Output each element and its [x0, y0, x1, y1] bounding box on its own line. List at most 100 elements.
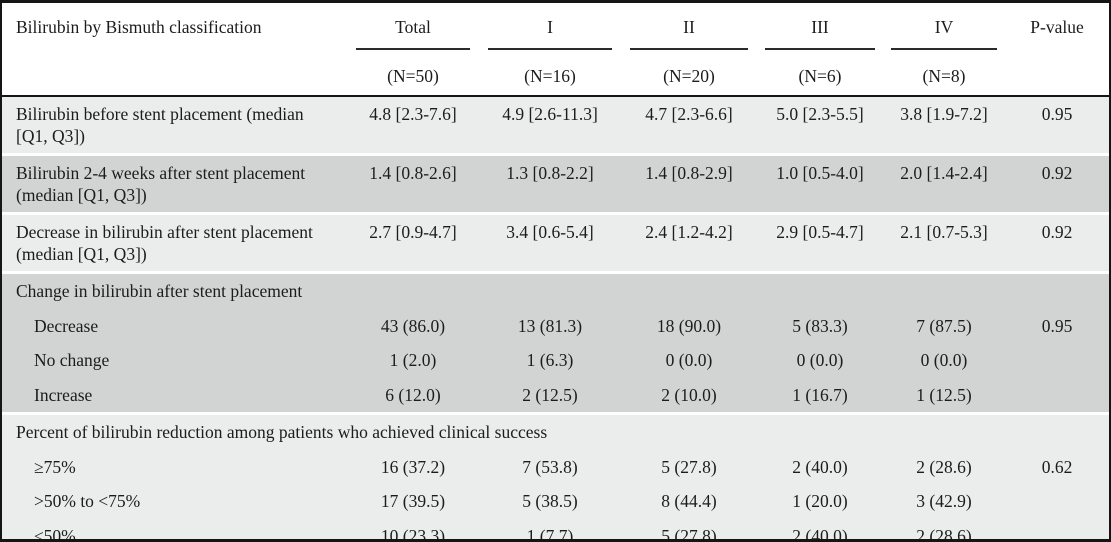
value-cell: 4.9 [2.6-11.3] — [502, 104, 598, 124]
value-cell: 1.3 [0.8-2.2] — [506, 163, 594, 183]
value-cell: 6 (12.0) — [385, 384, 441, 405]
section-label: Change in bilirubin after stent placemen… — [16, 281, 303, 301]
pvalue-cell: 0.95 — [1041, 104, 1073, 124]
pvalue-cell — [1005, 343, 1109, 378]
row-label: Bilirubin 2-4 weeks after stent placemen… — [16, 163, 306, 205]
column-underline — [891, 48, 997, 50]
column-n-count: (N=20) — [663, 66, 715, 86]
value-cell: 2 (28.6) — [916, 525, 972, 542]
value-cell: 13 (81.3) — [517, 315, 583, 336]
value-cell: 3.8 [1.9-7.2] — [900, 104, 988, 124]
value-cell: 2 (40.0) — [792, 525, 848, 542]
table-row: Bilirubin before stent placement (median… — [2, 96, 1109, 155]
column-n-count: (N=8) — [922, 66, 966, 86]
data-table: Bilirubin by Bismuth classification Tota… — [2, 3, 1109, 542]
column-label: II — [683, 17, 695, 37]
table-row: >50% to <75% 17 (39.5) 5 (38.5) 8 (44.4) 1 (… — [2, 484, 1109, 519]
column-header-bismuth-4: IV (N=8) — [883, 3, 1005, 97]
table-row: ≥75% 16 (37.2) 7 (53.8) 5 (27.8) 2 (40.0) 2 (… — [2, 449, 1109, 484]
column-header-total: Total (N=50) — [347, 3, 479, 97]
value-cell: 5 (38.5) — [522, 491, 578, 511]
value-cell: 18 (90.0) — [656, 315, 722, 336]
row-label: ≥75% — [34, 456, 76, 477]
value-cell: 5.0 [2.3-5.5] — [776, 104, 864, 124]
pvalue-cell — [1005, 484, 1109, 519]
value-cell: 1 (6.3) — [526, 350, 574, 370]
column-header-bismuth-3: III (N=6) — [757, 3, 883, 97]
value-cell: 2.4 [1.2-4.2] — [645, 222, 733, 242]
table-row: Increase 6 (12.0) 2 (12.5) 2 (10.0) 1 (16.7)… — [2, 377, 1109, 414]
value-cell: 0 (0.0) — [796, 350, 844, 370]
value-cell: 5 (27.8) — [661, 456, 717, 477]
pvalue-cell: 0.92 — [1041, 222, 1073, 242]
value-cell: 7 (87.5) — [916, 315, 972, 336]
value-cell: 2 (40.0) — [792, 456, 848, 477]
value-cell: 2 (12.5) — [522, 384, 578, 405]
value-cell: 8 (44.4) — [661, 491, 717, 511]
row-label: Decrease — [34, 315, 99, 336]
value-cell: 2.9 [0.5-4.7] — [776, 222, 864, 242]
value-cell: 2.1 [0.7-5.3] — [900, 222, 988, 242]
column-label: IV — [934, 17, 954, 37]
section-label: Percent of bilirubin reduction among pat… — [16, 422, 548, 442]
value-cell: 3 (42.9) — [916, 491, 972, 511]
column-label: Total — [395, 17, 431, 37]
value-cell: 4.7 [2.3-6.6] — [645, 104, 733, 124]
section-row: Percent of bilirubin reduction among pat… — [2, 413, 1109, 450]
column-underline — [488, 48, 612, 50]
column-label: I — [547, 17, 553, 37]
row-label: Increase — [34, 384, 93, 405]
column-n-count: (N=50) — [387, 66, 439, 86]
value-cell: 1.4 [0.8-2.6] — [369, 163, 457, 183]
column-n-count: (N=6) — [798, 66, 842, 86]
value-cell: 0 (0.0) — [920, 350, 968, 370]
column-underline — [355, 48, 471, 50]
column-label: III — [811, 17, 829, 37]
column-underline — [630, 48, 748, 50]
table-row: No change 1 (2.0) 1 (6.3) 0 (0.0) 0 (0.0) 0 (… — [2, 343, 1109, 378]
pvalue-cell — [1005, 519, 1109, 540]
column-header-pvalue: P-value — [1005, 3, 1109, 97]
table-body: Bilirubin before stent placement (median… — [2, 96, 1109, 542]
value-cell: 1 (7.7) — [526, 525, 574, 542]
column-header-bismuth-2: II (N=20) — [621, 3, 757, 97]
value-cell: 2 (28.6) — [916, 456, 972, 477]
value-cell: 17 (39.5) — [380, 491, 446, 511]
row-label: Bilirubin before stent placement (median… — [16, 104, 304, 146]
value-cell: 0 (0.0) — [665, 350, 713, 370]
value-cell: 5 (83.3) — [792, 315, 848, 336]
value-cell: 10 (23.3) — [380, 525, 446, 542]
row-label: >50% to <75% — [34, 491, 141, 511]
value-cell: 4.8 [2.3-7.6] — [369, 104, 457, 124]
value-cell: 2.0 [1.4-2.4] — [900, 163, 988, 183]
row-label: ≤50% — [34, 525, 76, 542]
value-cell: 2 (10.0) — [661, 384, 717, 405]
table-row: Bilirubin 2-4 weeks after stent placemen… — [2, 154, 1109, 214]
value-cell: 1 (16.7) — [792, 384, 848, 405]
table-row: Decrease in bilirubin after stent placem… — [2, 213, 1109, 273]
value-cell: 1.0 [0.5-4.0] — [776, 163, 864, 183]
table-row: Decrease 43 (86.0) 13 (81.3) 18 (90.0) 5 (83… — [2, 308, 1109, 343]
table-header: Bilirubin by Bismuth classification Tota… — [2, 3, 1109, 97]
value-cell: 3.4 [0.6-5.4] — [506, 222, 594, 242]
value-cell: 43 (86.0) — [380, 315, 446, 336]
table-row: ≤50% 10 (23.3) 1 (7.7) 5 (27.8) 2 (40.0) 2 (2… — [2, 518, 1109, 542]
section-row: Change in bilirubin after stent placemen… — [2, 272, 1109, 309]
row-label-column-header: Bilirubin by Bismuth classification — [2, 3, 347, 97]
column-header-bismuth-1: I (N=16) — [479, 3, 621, 97]
header-row: Bilirubin by Bismuth classification Tota… — [2, 3, 1109, 97]
value-cell: 5 (27.8) — [661, 525, 717, 542]
value-cell: 2.7 [0.9-4.7] — [369, 222, 457, 242]
value-cell: 16 (37.2) — [380, 456, 446, 477]
row-label: Decrease in bilirubin after stent placem… — [16, 222, 313, 264]
value-cell: 7 (53.8) — [522, 456, 578, 477]
pvalue-cell: 0.62 — [1041, 456, 1073, 477]
pvalue-cell — [1005, 378, 1109, 414]
value-cell: 1.4 [0.8-2.9] — [645, 163, 733, 183]
value-cell: 1 (2.0) — [389, 350, 437, 370]
value-cell: 1 (20.0) — [792, 491, 848, 511]
value-cell: 1 (12.5) — [916, 384, 972, 405]
pvalue-cell: 0.92 — [1041, 163, 1073, 183]
row-label: No change — [34, 350, 110, 370]
